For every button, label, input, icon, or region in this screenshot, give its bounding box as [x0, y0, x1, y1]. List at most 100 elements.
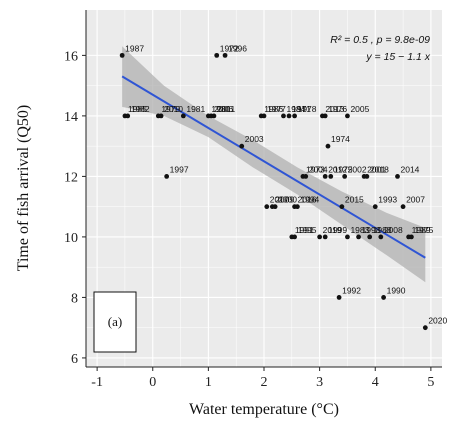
x-tick-label: 5	[427, 375, 434, 390]
data-point	[364, 173, 370, 179]
data-point	[317, 234, 323, 240]
point-label: 2011	[217, 104, 236, 114]
data-point	[261, 113, 267, 119]
point-label: 1981	[186, 104, 205, 114]
y-tick-label: 8	[71, 291, 78, 306]
y-tick-label: 14	[64, 110, 78, 125]
point-label: 1971	[292, 104, 311, 114]
point-label: 1993	[378, 195, 397, 205]
data-point	[125, 113, 131, 119]
point-label: 1973	[306, 164, 325, 174]
point-label: 2019	[323, 225, 342, 235]
data-point	[367, 234, 373, 240]
data-point	[205, 113, 211, 119]
point-label: 1980	[211, 104, 230, 114]
y-tick-label: 6	[71, 352, 78, 367]
panel-label: (a)	[108, 314, 122, 329]
stats-annotation-equation: y = 15 − 1.1 x	[365, 51, 430, 63]
point-label: 2006	[214, 104, 233, 114]
point-label: 1985	[128, 104, 147, 114]
data-points	[119, 52, 428, 331]
data-point	[180, 113, 186, 119]
data-point	[239, 143, 245, 149]
data-point	[400, 204, 406, 210]
data-point	[345, 234, 350, 240]
point-label: 1976	[328, 104, 347, 114]
point-label: 2008	[384, 225, 403, 235]
data-point	[342, 173, 348, 179]
panel-label-box	[93, 291, 137, 353]
data-point	[322, 234, 328, 240]
point-label: 2005	[350, 104, 369, 114]
x-tick-label: 0	[149, 375, 156, 390]
data-point	[222, 52, 228, 58]
data-point	[328, 173, 334, 179]
point-label: 2020	[428, 316, 447, 326]
data-point	[158, 113, 164, 119]
data-point	[292, 234, 297, 240]
point-label: 2002	[348, 164, 367, 174]
point-label: 1974	[331, 134, 350, 144]
point-label: 1997	[170, 164, 189, 174]
data-point	[322, 173, 328, 179]
point-label: 2013	[325, 104, 344, 114]
point-label: 1984	[286, 104, 305, 114]
y-tick-label: 10	[64, 231, 78, 246]
data-point	[264, 204, 270, 210]
x-axis-title: Water temperature (°C)	[189, 401, 339, 418]
y-tick-label: 12	[64, 170, 78, 185]
x-tick-label: 4	[372, 375, 379, 390]
point-label: 1991	[295, 225, 314, 235]
data-point	[303, 173, 309, 179]
x-tick-label: -1	[91, 375, 103, 390]
point-label: 2003	[245, 134, 264, 144]
point-label: 1995	[298, 225, 317, 235]
data-point	[356, 234, 361, 240]
regression-line	[121, 75, 426, 259]
data-point	[339, 204, 345, 210]
point-label: 2018	[370, 164, 389, 174]
data-point	[164, 173, 170, 179]
data-point	[119, 52, 125, 58]
confidence-band	[122, 46, 426, 283]
point-label: 1982	[131, 104, 150, 114]
point-label: 1990	[387, 285, 406, 295]
point-label: 1987	[125, 43, 144, 53]
point-label: 1989	[412, 225, 431, 235]
y-tick-label: 16	[64, 49, 78, 64]
data-point	[395, 173, 400, 179]
data-point	[345, 113, 350, 119]
point-label: 2001	[367, 164, 386, 174]
regression-line-group	[121, 75, 426, 259]
point-label: 1996	[228, 43, 247, 53]
data-point	[294, 204, 300, 210]
point-label: 1975	[414, 225, 433, 235]
point-label: 1979	[161, 104, 180, 114]
point-label: 1978	[298, 104, 317, 114]
data-point	[322, 113, 328, 119]
data-point	[214, 52, 220, 58]
point-label: 1975	[334, 164, 353, 174]
data-point	[372, 204, 378, 210]
y-axis-title: Time of fish arrival (Q50)	[15, 105, 32, 272]
point-label: 2016	[298, 195, 317, 205]
data-point	[286, 113, 292, 119]
data-point	[281, 113, 286, 119]
point-label: 1988	[373, 225, 392, 235]
point-label: 2009	[275, 195, 294, 205]
point-label: 2014	[401, 164, 420, 174]
confidence-band-group	[122, 46, 426, 283]
x-tick-label: 1	[205, 375, 212, 390]
data-point	[292, 113, 297, 119]
point-label: 2010	[164, 104, 183, 114]
data-point	[422, 325, 428, 331]
point-label: 1994	[300, 195, 319, 205]
point-label: 1972	[220, 43, 239, 53]
x-tick-label: 3	[316, 375, 323, 390]
data-point	[336, 295, 342, 300]
data-point	[272, 204, 278, 210]
point-label: 1983	[350, 225, 369, 235]
data-point	[409, 234, 414, 240]
